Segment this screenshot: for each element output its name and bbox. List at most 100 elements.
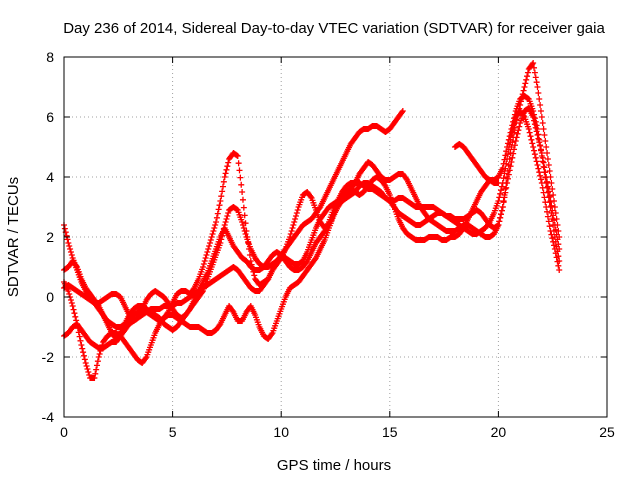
data-point	[287, 231, 294, 237]
data-point	[496, 194, 503, 201]
data-point	[206, 243, 213, 249]
data-point	[512, 138, 519, 144]
data-point	[509, 154, 516, 161]
data-point	[502, 189, 509, 196]
data-point	[532, 154, 539, 161]
data-point	[240, 225, 247, 231]
data-point	[554, 236, 561, 243]
data-point	[516, 123, 523, 130]
data-point	[84, 366, 91, 372]
data-point	[538, 114, 545, 120]
data-point	[534, 132, 541, 138]
y-tick-label: 2	[46, 229, 54, 245]
data-point	[536, 96, 543, 102]
data-point	[292, 216, 299, 222]
data-point	[509, 128, 516, 135]
y-tick-label: -4	[42, 409, 55, 425]
data-point	[549, 235, 556, 242]
data-point	[98, 345, 105, 351]
data-point	[210, 228, 217, 234]
data-point	[70, 306, 77, 313]
data-point	[518, 94, 525, 101]
data-point	[506, 167, 513, 174]
data-point	[251, 272, 258, 279]
data-point	[65, 288, 72, 294]
data-point	[531, 147, 538, 154]
data-point	[530, 144, 537, 150]
data-point	[553, 231, 560, 238]
data-point	[95, 354, 102, 360]
data-point	[225, 210, 232, 216]
data-point	[537, 108, 544, 114]
data-point	[531, 69, 538, 76]
data-point	[508, 132, 515, 138]
data-point	[530, 114, 537, 120]
data-point	[67, 249, 74, 255]
data-point	[539, 120, 546, 126]
data-point	[544, 178, 551, 185]
data-point	[527, 133, 534, 140]
data-point	[504, 151, 511, 158]
data-point	[554, 258, 561, 265]
data-point	[517, 102, 524, 108]
data-point	[80, 352, 87, 359]
data-point	[550, 238, 557, 245]
data-point	[524, 73, 531, 80]
data-point	[542, 138, 549, 144]
data-point	[537, 172, 544, 179]
data-point	[535, 165, 542, 172]
data-point	[553, 254, 560, 261]
data-point	[76, 333, 83, 340]
data-point	[67, 246, 74, 252]
data-point	[211, 225, 218, 231]
data-point	[221, 174, 228, 180]
y-tick-label: 0	[46, 289, 54, 305]
data-point	[526, 129, 533, 136]
data-point	[81, 356, 88, 363]
data-point	[542, 199, 549, 206]
data-point	[503, 184, 510, 191]
data-point	[239, 219, 246, 225]
data-point	[222, 219, 229, 225]
data-point	[541, 132, 548, 138]
data-point	[539, 154, 546, 161]
data-point	[208, 234, 215, 240]
data-point	[499, 204, 506, 210]
data-point	[511, 121, 518, 128]
data-point	[206, 240, 213, 246]
data-point	[74, 321, 81, 327]
series-track-5	[61, 108, 563, 381]
data-point	[541, 164, 548, 171]
data-point	[544, 150, 551, 156]
data-point	[543, 174, 550, 180]
data-point	[544, 213, 551, 220]
y-axis-ticks: -4 -2 0 2 4 6 8	[42, 49, 607, 425]
data-point	[520, 112, 527, 119]
data-point	[202, 255, 209, 261]
data-point	[213, 219, 220, 225]
series-track-4	[61, 105, 563, 351]
data-point	[510, 124, 517, 131]
data-point	[524, 69, 531, 76]
data-point	[531, 121, 538, 128]
data-point	[67, 297, 74, 303]
data-point	[504, 156, 511, 162]
data-point	[96, 351, 103, 357]
data-point	[505, 171, 512, 178]
x-tick-label: 20	[491, 424, 507, 440]
data-point	[533, 79, 540, 86]
data-point	[545, 218, 552, 225]
data-point	[286, 234, 293, 240]
data-point	[68, 300, 75, 306]
data-point	[72, 313, 79, 320]
data-point	[68, 252, 75, 258]
series-track-6	[451, 141, 502, 186]
data-point	[201, 258, 208, 264]
data-point	[525, 126, 532, 132]
data-point	[85, 369, 92, 375]
data-point	[547, 198, 554, 204]
data-point	[542, 169, 549, 176]
data-point	[66, 243, 73, 249]
data-point	[551, 222, 558, 228]
data-point	[497, 190, 504, 197]
